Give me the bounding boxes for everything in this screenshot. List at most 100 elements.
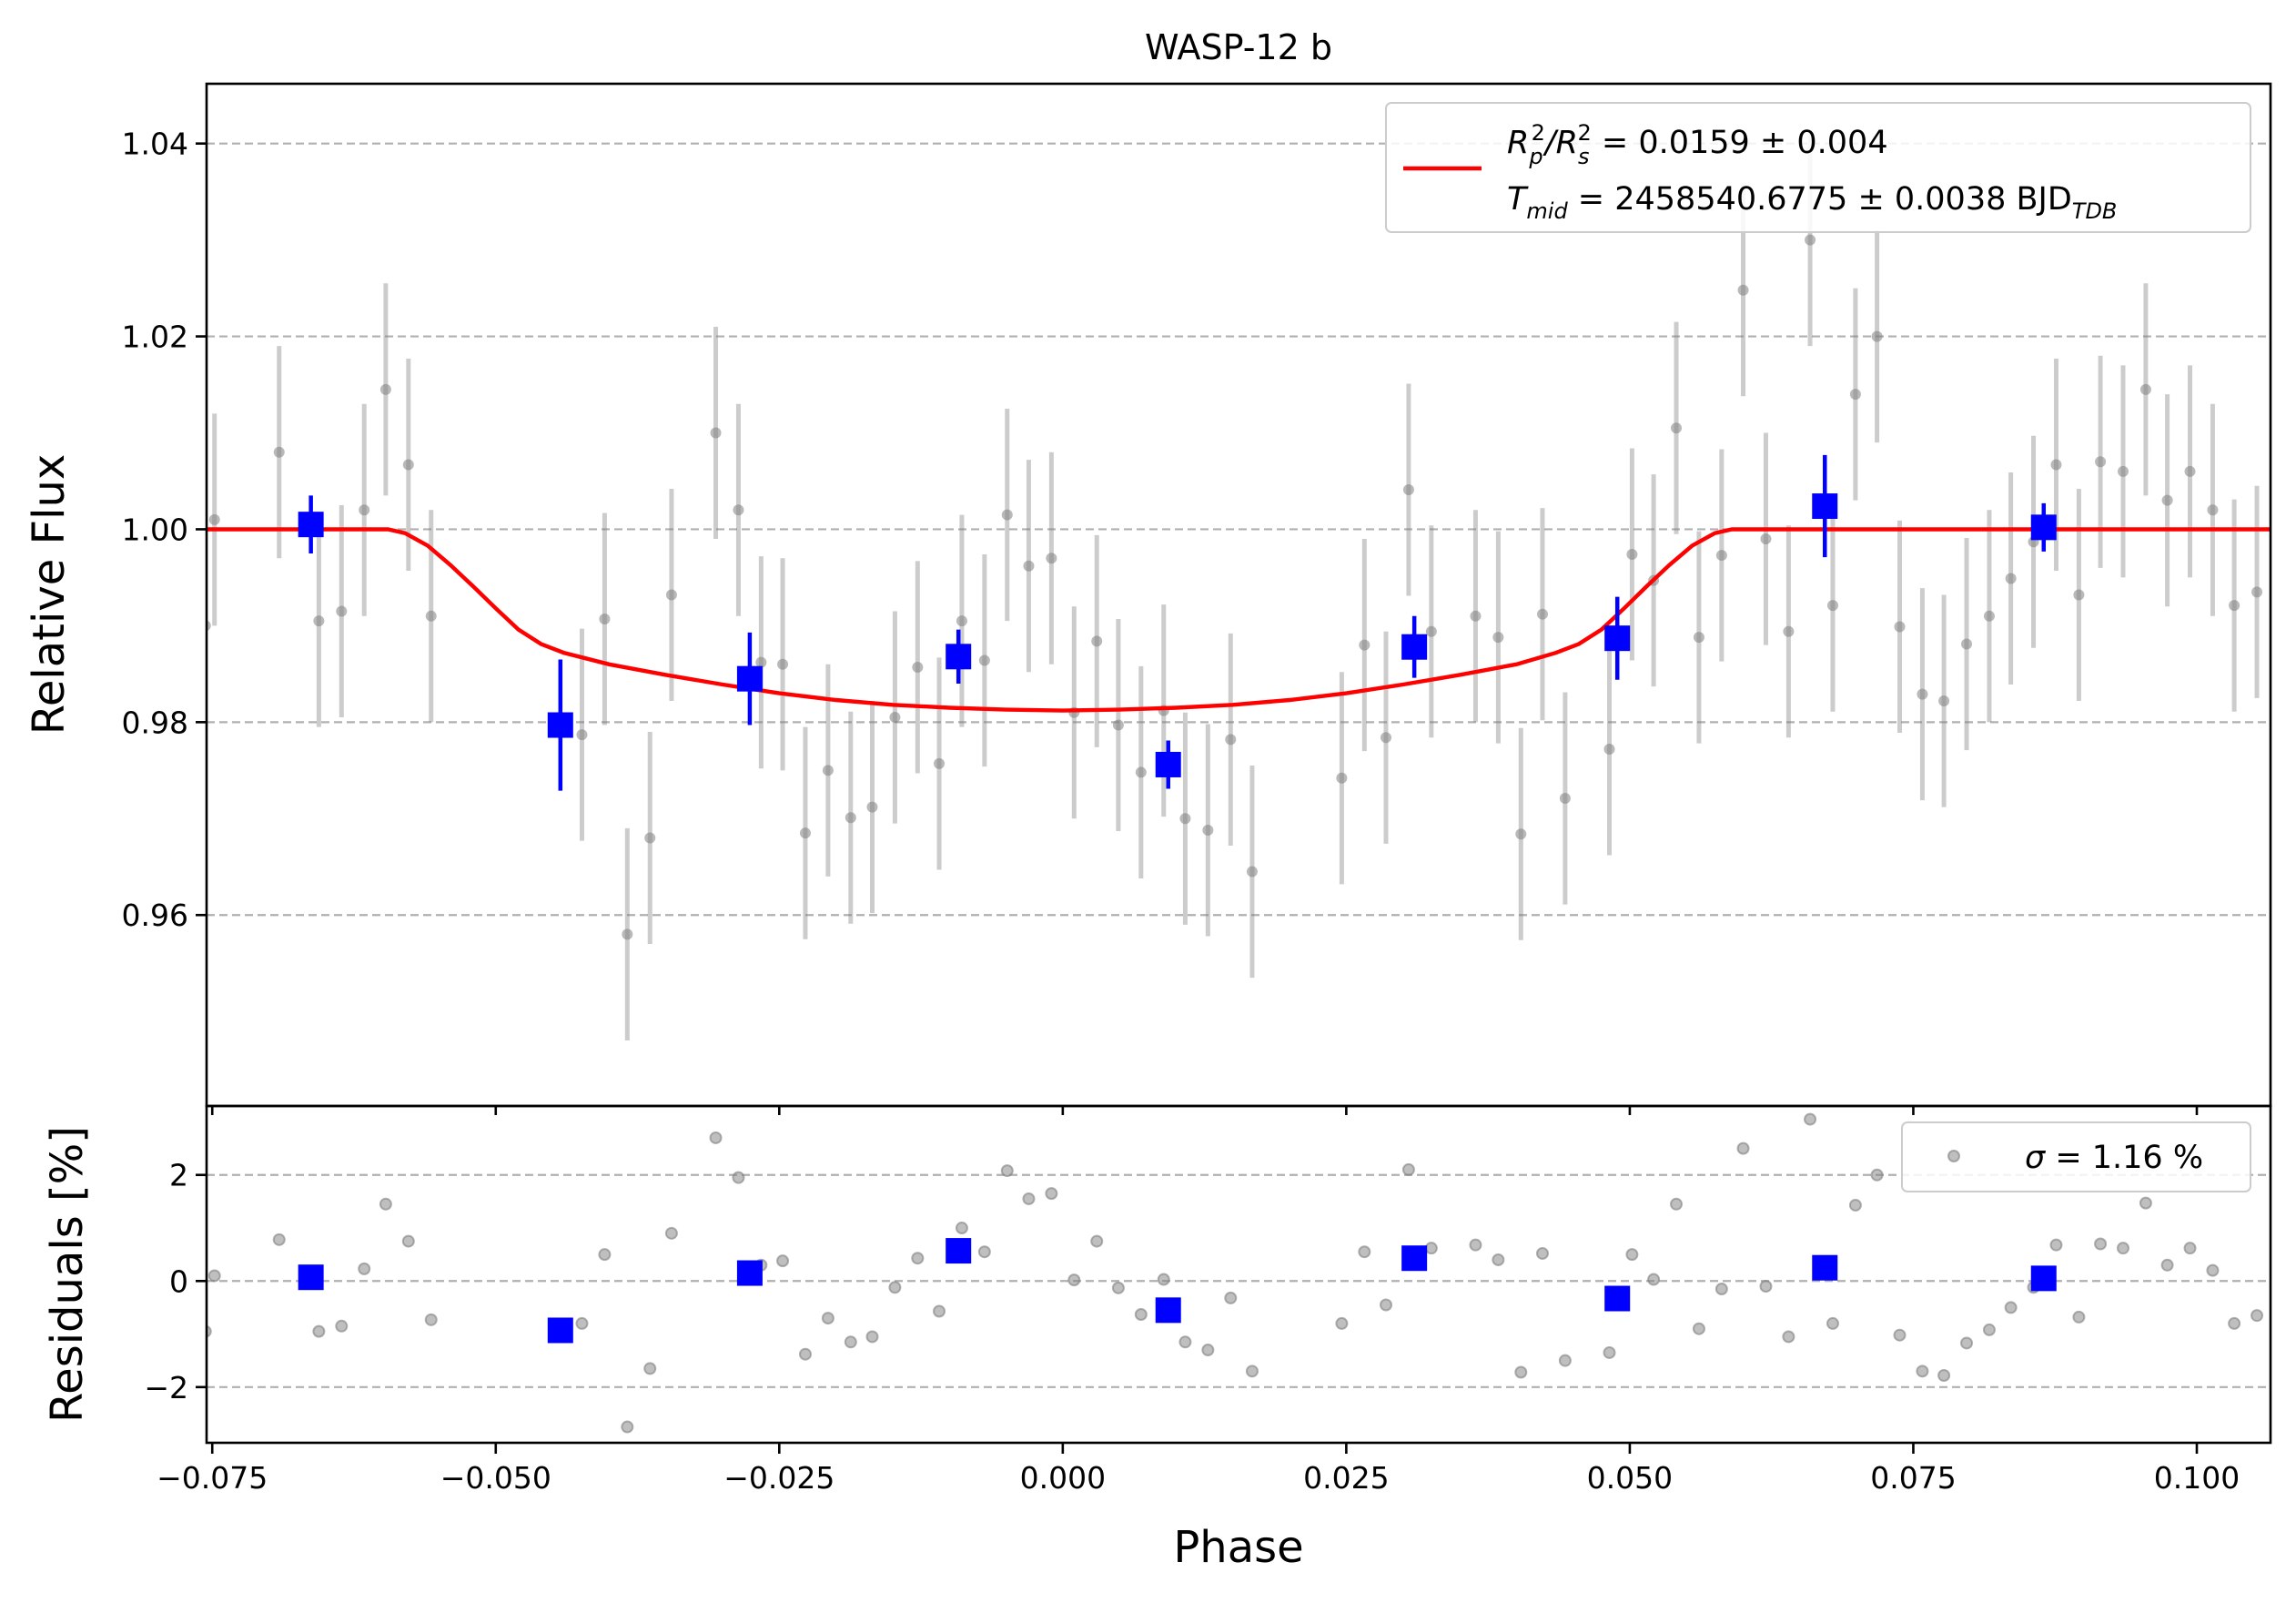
raw-point xyxy=(2251,586,2263,598)
residual-raw-point xyxy=(709,1131,723,1144)
residual-raw-point xyxy=(1625,1248,1639,1262)
x-axis-label: Phase xyxy=(1173,1522,1303,1573)
main-legend: Rp2/Rs2 = 0.0159 ± 0.004 Tmid = 2458540.… xyxy=(1385,102,2251,233)
residual-raw-point xyxy=(2160,1258,2174,1272)
residual-raw-point xyxy=(2206,1263,2220,1277)
residual-raw-point xyxy=(1826,1316,1839,1330)
residual-raw-point xyxy=(1714,1283,1728,1296)
binned-point xyxy=(736,665,763,692)
main-y-tick-label: 0.96 xyxy=(122,898,188,933)
raw-point xyxy=(1091,635,1103,647)
residual-raw-point xyxy=(1558,1354,1572,1367)
raw-point xyxy=(1894,621,1906,633)
raw-point xyxy=(1425,625,1437,637)
raw-point xyxy=(1001,509,1013,521)
residual-raw-point xyxy=(1157,1273,1170,1286)
raw-point xyxy=(425,610,437,622)
residual-legend-marker xyxy=(1947,1150,1960,1162)
residual-raw-point xyxy=(911,1252,925,1265)
residual-raw-point xyxy=(2117,1242,2129,1255)
raw-point xyxy=(2274,542,2285,553)
x-tick-label: 0.025 xyxy=(1303,1460,1389,1496)
residual-raw-point xyxy=(1782,1330,1795,1344)
raw-point xyxy=(2095,456,2107,468)
legend-mid-transit-text: Tmid = 2458540.6775 ± 0.0038 BJDTDB xyxy=(1507,181,2117,224)
raw-point xyxy=(576,729,588,741)
residual-panel-gridlines xyxy=(207,1173,2271,1388)
x-tick-label: 0.000 xyxy=(1020,1460,1106,1496)
residual-raw-point xyxy=(1759,1280,1773,1294)
binned-point xyxy=(1812,493,1838,520)
main-panel-raw-points xyxy=(207,134,2285,1040)
raw-point xyxy=(336,605,348,617)
residual-raw-point xyxy=(358,1262,371,1275)
raw-point xyxy=(1179,813,1191,825)
residual-binned-point xyxy=(1401,1245,1428,1272)
residual-binned-point xyxy=(298,1264,324,1291)
raw-point xyxy=(1381,732,1391,744)
raw-point xyxy=(359,504,370,516)
residual-raw-point xyxy=(1535,1246,1549,1260)
residual-raw-point xyxy=(1893,1328,1907,1342)
residual-y-tick-label: 0 xyxy=(169,1263,188,1299)
residual-raw-point xyxy=(2250,1309,2264,1323)
residual-binned-point xyxy=(1155,1297,1181,1324)
raw-point xyxy=(1536,608,1548,620)
raw-point xyxy=(1805,234,1816,246)
residual-raw-point xyxy=(1692,1322,1705,1335)
residual-binned-point xyxy=(736,1260,763,1286)
binned-point xyxy=(547,712,573,738)
raw-point xyxy=(1917,688,1928,700)
raw-point xyxy=(1515,828,1527,840)
raw-point xyxy=(934,757,946,769)
residual-raw-point xyxy=(1870,1168,1884,1182)
main-y-tick-label: 0.98 xyxy=(122,705,188,740)
raw-point xyxy=(1961,638,1973,650)
residual-raw-point xyxy=(955,1222,968,1235)
residual-raw-point xyxy=(1111,1281,1125,1294)
raw-point xyxy=(1135,766,1147,778)
raw-point xyxy=(273,446,285,458)
raw-point xyxy=(644,832,656,844)
raw-point xyxy=(1783,625,1795,637)
raw-point xyxy=(1492,632,1504,644)
residual-y-tick-label: 2 xyxy=(169,1158,188,1193)
residual-raw-point xyxy=(2183,1242,2197,1255)
residual-raw-point xyxy=(643,1362,657,1375)
raw-point xyxy=(1671,422,1683,434)
residual-raw-point xyxy=(1224,1291,1238,1304)
raw-point xyxy=(2184,465,2196,477)
residual-y-tick-label: −2 xyxy=(144,1370,188,1405)
raw-point xyxy=(1112,719,1124,731)
raw-point xyxy=(1046,553,1057,564)
raw-point xyxy=(710,427,722,439)
residual-y-axis-label: Residuals [%] xyxy=(42,1126,93,1423)
residual-binned-point xyxy=(547,1317,573,1344)
residual-legend-sigma-text: σ = 1.16 % xyxy=(2025,1140,2203,1176)
raw-point xyxy=(2118,465,2129,477)
x-tick-label: −0.025 xyxy=(723,1460,834,1496)
residual-raw-point xyxy=(335,1319,349,1333)
raw-point xyxy=(866,801,878,813)
residual-raw-point xyxy=(1982,1323,1996,1336)
residual-raw-point xyxy=(1178,1335,1192,1349)
residual-raw-point xyxy=(2274,1284,2285,1295)
raw-point xyxy=(755,656,767,668)
residual-raw-point xyxy=(207,1269,221,1283)
residual-raw-point xyxy=(888,1281,902,1294)
raw-point xyxy=(1402,484,1414,496)
residual-raw-point xyxy=(844,1335,857,1349)
binned-point xyxy=(1155,751,1181,777)
raw-point xyxy=(1559,793,1571,805)
raw-point xyxy=(2005,573,2017,584)
raw-point xyxy=(1715,550,1727,562)
binned-point xyxy=(298,512,324,538)
residual-raw-point xyxy=(1960,1336,1974,1350)
residual-legend: σ = 1.16 % xyxy=(1901,1121,2251,1192)
raw-point xyxy=(733,504,744,516)
residual-binned-point xyxy=(1812,1254,1838,1281)
raw-point xyxy=(1737,284,1749,296)
residual-raw-point xyxy=(621,1420,634,1434)
raw-point xyxy=(1760,533,1772,545)
residual-binned-point xyxy=(946,1238,972,1264)
